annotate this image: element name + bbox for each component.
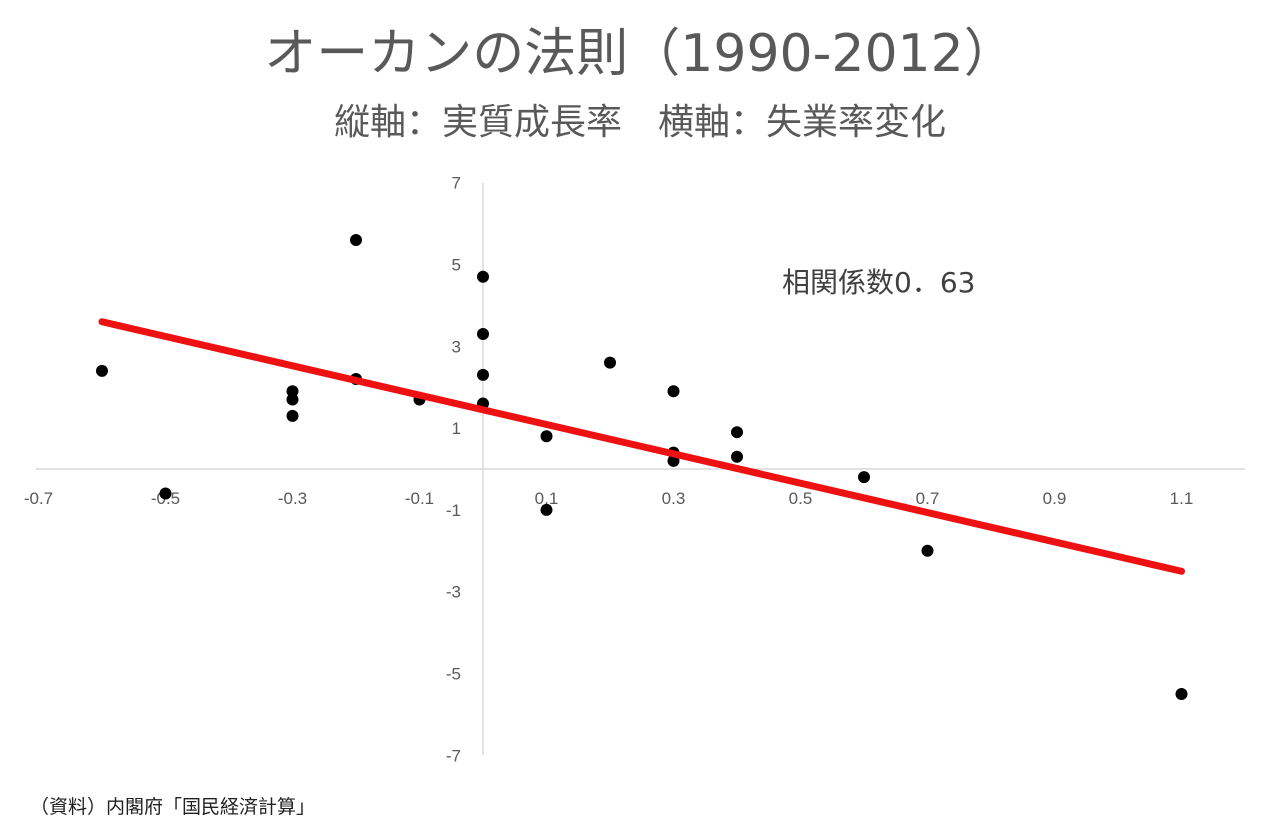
y-tick-label: 3 — [452, 337, 461, 356]
x-tick-label: 0.1 — [535, 489, 559, 508]
trendline — [98, 318, 1185, 575]
y-tick-labels: 7 5 3 1 -1 -3 -5 -7 — [446, 174, 461, 766]
x-tick-label: -0.1 — [405, 489, 434, 508]
y-tick-label: -5 — [446, 665, 461, 684]
data-point — [96, 364, 108, 377]
chart-subtitle: 縦軸：実質成長率 横軸：失業率変化 — [333, 102, 946, 143]
x-tick-labels: -0.7-0.5-0.3-0.10.10.30.50.70.91.1 — [24, 489, 1193, 508]
y-tick-label: -7 — [446, 746, 461, 765]
data-point — [921, 544, 934, 557]
chart-title: オーカンの法則（1990-2012） — [264, 24, 1016, 84]
data-point — [286, 393, 299, 406]
source-note: （資料）内閣府「国民経済計算」 — [30, 796, 316, 818]
x-tick-label: 0.3 — [662, 489, 686, 508]
data-point — [159, 487, 172, 500]
x-tick-label: 0.5 — [789, 489, 813, 508]
data-point — [286, 409, 299, 422]
data-point — [667, 385, 680, 398]
data-point — [477, 270, 489, 283]
x-tick-label: 0.9 — [1043, 489, 1067, 508]
y-tick-label: 7 — [452, 174, 461, 193]
x-tick-label: -0.3 — [278, 489, 307, 508]
data-point — [731, 450, 743, 463]
data-point — [540, 503, 553, 516]
data-point — [477, 368, 489, 381]
x-tick-label: 0.7 — [916, 489, 940, 508]
data-point — [858, 471, 870, 484]
y-tick-label: -1 — [446, 501, 461, 520]
data-point — [604, 356, 616, 369]
correlation-annotation: 相関係数0．63 — [782, 266, 975, 299]
data-point — [540, 430, 553, 443]
trendline-group — [98, 318, 1185, 575]
x-tick-label: -0.7 — [24, 489, 53, 508]
x-tick-label: 1.1 — [1170, 489, 1194, 508]
axes — [35, 182, 1245, 756]
data-point — [1175, 687, 1188, 700]
y-tick-label: -3 — [446, 583, 461, 602]
data-point — [477, 328, 489, 341]
y-tick-label: 1 — [452, 419, 461, 438]
data-point — [731, 426, 743, 439]
data-point — [350, 233, 362, 246]
y-tick-label: 5 — [452, 256, 461, 275]
data-points — [96, 233, 1188, 700]
